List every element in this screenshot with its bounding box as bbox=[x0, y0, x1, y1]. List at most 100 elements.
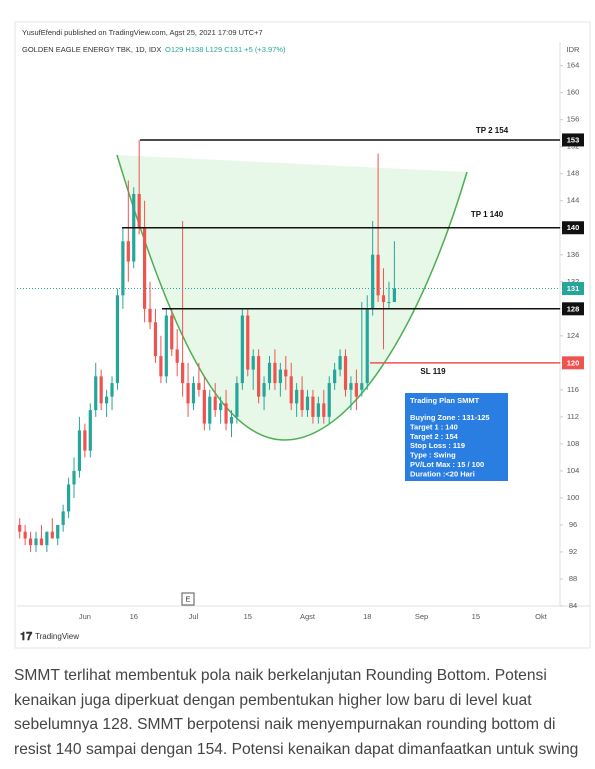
y-tick-label: 116 bbox=[567, 385, 579, 394]
candle-body bbox=[213, 396, 217, 411]
candle-body bbox=[126, 241, 130, 262]
candle-body bbox=[267, 362, 272, 384]
level-text: TP 1 140 bbox=[471, 210, 504, 219]
candle-body bbox=[66, 484, 71, 512]
plan-title: Trading Plan SMMT bbox=[410, 396, 480, 405]
plan-line: Type : Swing bbox=[410, 451, 456, 460]
plan-line: Stop Loss : 119 bbox=[410, 441, 465, 450]
y-tick-label: 148 bbox=[567, 169, 580, 178]
candle-body bbox=[327, 383, 331, 417]
candle-body bbox=[56, 524, 60, 539]
price-badge-label: 128 bbox=[567, 304, 580, 313]
candle-body bbox=[83, 430, 87, 451]
candle-body bbox=[45, 531, 49, 546]
price-badge-label: 140 bbox=[567, 223, 580, 232]
price-badge bbox=[562, 221, 584, 235]
y-tick-label: 124 bbox=[567, 331, 580, 340]
candle-body bbox=[197, 383, 201, 390]
candle-body bbox=[18, 524, 22, 532]
plan-line: Target 1 : 140 bbox=[410, 422, 458, 431]
candle-body bbox=[289, 376, 293, 404]
candle-body bbox=[137, 193, 141, 228]
y-tick-label: 160 bbox=[567, 88, 580, 97]
candle-body bbox=[110, 383, 114, 397]
y-tick-label: 112 bbox=[567, 412, 579, 421]
candle-body bbox=[387, 302, 391, 304]
price-badge bbox=[562, 133, 584, 147]
candle-body bbox=[170, 315, 174, 350]
candle-body bbox=[224, 403, 228, 424]
chart-title: GOLDEN EAGLE ENERGY TBK, 1D, IDX bbox=[22, 45, 161, 54]
x-tick-label: 15 bbox=[472, 612, 480, 621]
plan-line: Buying Zone : 131-125 bbox=[410, 413, 490, 422]
plan-box bbox=[405, 393, 508, 481]
candle-body bbox=[338, 356, 342, 370]
y-tick-label: 136 bbox=[567, 250, 580, 259]
candle-body bbox=[148, 308, 152, 323]
candle-body bbox=[295, 389, 299, 404]
plan-line: Duration :<20 Hari bbox=[410, 469, 475, 478]
candle-body bbox=[61, 511, 65, 525]
candle-body bbox=[23, 531, 27, 539]
candle-body bbox=[240, 315, 244, 384]
candle-body bbox=[381, 295, 386, 303]
brand: TradingView bbox=[35, 632, 79, 641]
candle-body bbox=[202, 389, 206, 424]
candle-body bbox=[333, 369, 337, 384]
candle-body bbox=[153, 322, 158, 357]
price-badge bbox=[562, 302, 584, 316]
candle-body bbox=[371, 254, 375, 309]
y-tick-label: 132 bbox=[567, 277, 580, 286]
candle-body bbox=[164, 315, 168, 377]
candle-body bbox=[300, 389, 304, 411]
candle-body bbox=[39, 538, 44, 546]
candle-body bbox=[305, 396, 310, 411]
y-tick-label: 84 bbox=[569, 601, 577, 610]
candle-body bbox=[376, 254, 380, 296]
candle-body bbox=[229, 416, 234, 424]
candle-body bbox=[34, 538, 38, 546]
chart-frame bbox=[14, 21, 591, 649]
y-tick-label: 144 bbox=[567, 196, 580, 205]
candle-body bbox=[104, 396, 109, 404]
candle-body bbox=[251, 356, 255, 370]
x-tick-label: 15 bbox=[244, 612, 252, 621]
candle-body bbox=[246, 315, 250, 370]
candle-body bbox=[72, 470, 76, 485]
ohlc-text: O129 H138 L129 C131 +5 (+3.97%) bbox=[165, 45, 286, 54]
candle-body bbox=[115, 295, 120, 384]
level-text: TP 2 154 bbox=[476, 126, 509, 135]
candle-body bbox=[175, 349, 179, 363]
publisher: YusufEfendi published on TradingView.com… bbox=[22, 28, 263, 37]
price-badge bbox=[562, 356, 584, 370]
level-text: SL 119 bbox=[420, 367, 446, 376]
x-tick-label: Agst bbox=[300, 612, 316, 621]
y-tick-label: 104 bbox=[567, 466, 580, 475]
candle-body bbox=[284, 369, 288, 377]
candle-body bbox=[94, 376, 98, 411]
article-paragraph: SMMT terlihat membentuk pola naik berkel… bbox=[14, 667, 579, 758]
y-tick-label: 108 bbox=[567, 439, 580, 448]
y-tick-label: 92 bbox=[569, 547, 577, 556]
candle-body bbox=[99, 376, 103, 404]
candle-body bbox=[181, 362, 185, 384]
candle-body bbox=[257, 356, 261, 397]
currency: IDR bbox=[567, 45, 581, 54]
y-tick-label: 100 bbox=[567, 493, 580, 502]
x-tick-label: Jul bbox=[189, 612, 199, 621]
candle-body bbox=[159, 356, 163, 377]
candle-body bbox=[219, 403, 223, 411]
candle-body bbox=[316, 403, 320, 417]
plan-line: Target 2 : 154 bbox=[410, 432, 459, 441]
candle-body bbox=[343, 356, 348, 390]
event-marker: E bbox=[185, 594, 190, 603]
candle-body bbox=[311, 396, 315, 417]
candle-body bbox=[349, 383, 353, 390]
price-badge-label: 120 bbox=[567, 358, 580, 367]
candle-body bbox=[186, 383, 190, 404]
price-badge bbox=[562, 282, 584, 296]
candle-body bbox=[77, 430, 82, 471]
candle-body bbox=[360, 383, 364, 390]
candle-body bbox=[278, 369, 282, 384]
price-badge-label: 131 bbox=[567, 284, 580, 293]
